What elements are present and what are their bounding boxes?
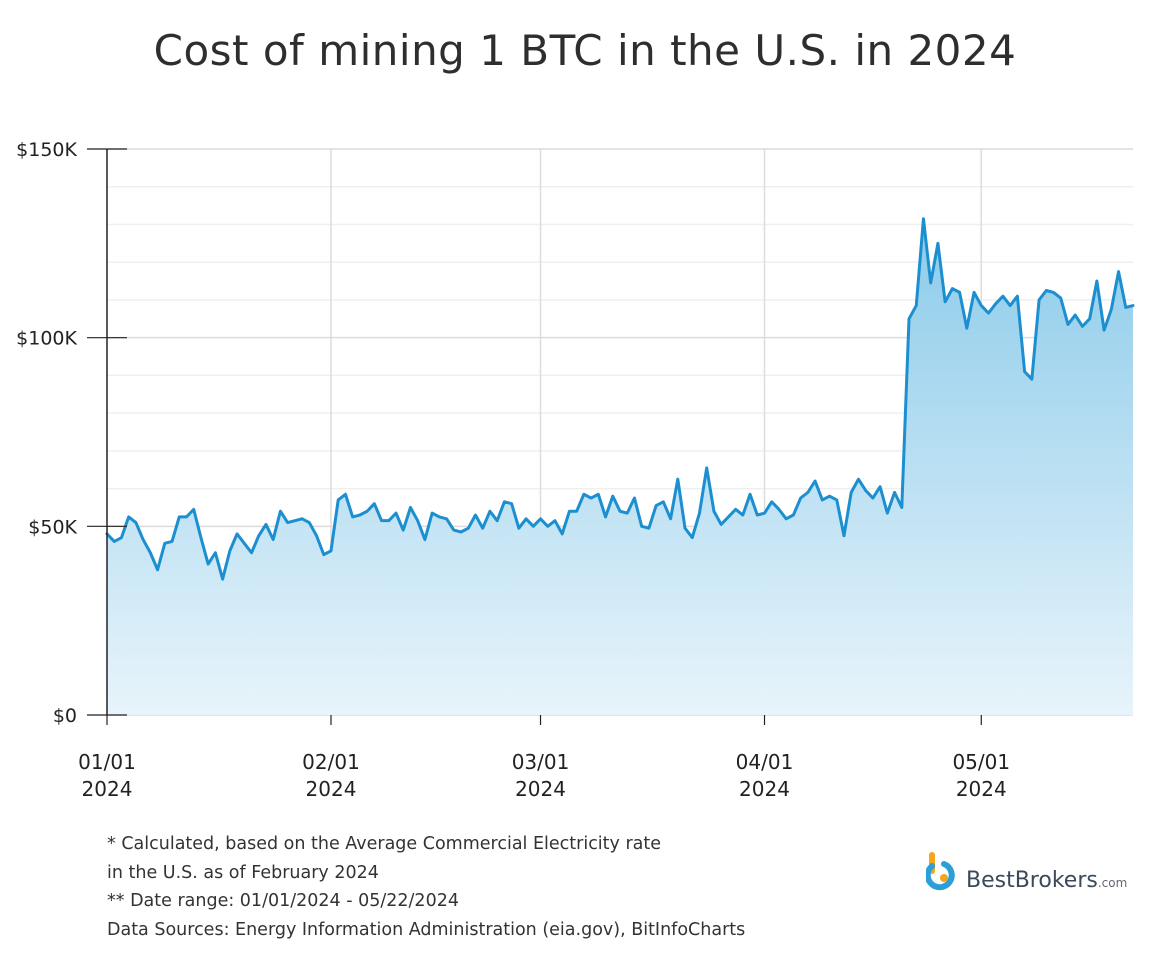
x-tick-year-label: 2024 [82,777,133,801]
footnote-line-1: * Calculated, based on the Average Comme… [107,834,662,854]
footnote-line-3: ** Date range: 01/01/2024 - 05/22/2024 [107,891,459,911]
x-tick-year-label: 2024 [956,777,1007,801]
chart-svg: $0 $50K $100K $150K 01/01 2024 02/01 2024 03/01… [16,139,1135,801]
x-tick-label: 03/01 [512,750,570,774]
x-tick-year-label: 2024 [306,777,357,801]
brand-logo: BestBrokers.com [926,850,1146,900]
bestbrokers-logo-icon [926,852,955,891]
x-tick-label: 05/01 [952,750,1010,774]
x-tick-year-label: 2024 [739,777,790,801]
x-axis-ticks: 01/01 2024 02/01 2024 03/01 2024 04/01 2024 05/0… [78,715,1010,801]
y-tick-label: $100K [16,328,77,350]
y-axis-ticks: $0 $50K $100K $150K [16,139,127,727]
x-tick-label: 01/01 [78,750,136,774]
brand-name: BestBrokers.com [966,868,1128,893]
y-tick-label: $50K [28,516,77,538]
x-tick-year-label: 2024 [515,777,566,801]
x-tick-label: 04/01 [736,750,794,774]
y-tick-label: $150K [16,139,77,161]
footnotes: * Calculated, based on the Average Comme… [107,830,745,944]
y-tick-label: $0 [53,705,77,727]
x-tick-label: 02/01 [302,750,360,774]
footnote-line-2: in the U.S. as of February 2024 [107,862,379,883]
footnote-line-4: Data Sources: Energy Information Adminis… [107,919,746,940]
cost-series-line [105,217,1135,581]
chart-title: Cost of mining 1 BTC in the U.S. in 2024 [153,26,1017,75]
cost-area-fill [107,218,1133,715]
